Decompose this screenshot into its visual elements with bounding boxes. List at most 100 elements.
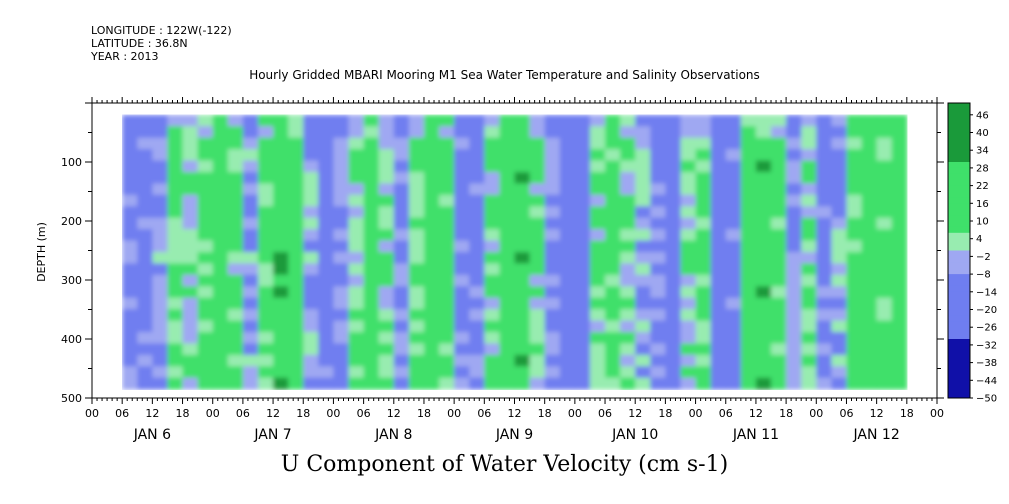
heatmap-cell xyxy=(861,377,878,390)
heatmap-cell xyxy=(258,320,274,333)
heatmap-cell xyxy=(710,366,727,379)
heatmap-cell xyxy=(620,149,636,162)
heatmap-cell xyxy=(635,183,651,196)
heatmap-cell xyxy=(771,240,787,253)
heatmap-cell xyxy=(333,332,350,344)
heatmap-cell xyxy=(695,114,712,127)
heatmap-cell xyxy=(258,252,274,264)
heatmap-cell xyxy=(544,194,561,207)
heatmap-cell xyxy=(439,114,455,127)
heatmap-cell xyxy=(167,274,184,287)
heatmap-cell xyxy=(529,377,546,390)
heatmap-cell xyxy=(167,183,184,196)
heatmap-cell xyxy=(695,332,712,344)
heatmap-cell xyxy=(393,217,410,230)
heatmap-cell xyxy=(755,263,772,276)
heatmap-cell xyxy=(363,320,380,333)
heatmap-cell xyxy=(137,320,153,333)
heatmap-cell xyxy=(469,286,485,299)
heatmap-cell xyxy=(378,297,395,310)
heatmap-cell xyxy=(499,354,516,367)
heatmap-cell xyxy=(755,172,772,184)
x-day-label: JAN 9 xyxy=(495,427,533,443)
colorbar-swatch xyxy=(948,226,970,234)
heatmap-cell xyxy=(605,354,621,367)
heatmap-cell xyxy=(620,263,636,276)
heatmap-cell xyxy=(152,240,169,253)
heatmap-cell xyxy=(620,126,636,139)
heatmap-cell xyxy=(137,217,153,230)
heatmap-cell xyxy=(212,274,229,287)
heatmap-cell xyxy=(393,286,410,299)
heatmap-cell xyxy=(574,149,591,162)
heatmap-cell xyxy=(891,297,908,310)
heatmap-cell xyxy=(755,366,772,379)
heatmap-cell xyxy=(635,377,651,390)
heatmap-cell xyxy=(137,286,153,299)
heatmap-cell xyxy=(378,252,395,264)
heatmap-cell xyxy=(167,286,184,299)
heatmap-cell xyxy=(363,137,380,150)
heatmap-cell xyxy=(454,286,470,299)
heatmap-cell xyxy=(227,332,244,344)
heatmap-cell xyxy=(288,137,304,150)
heatmap-cell xyxy=(212,126,229,139)
heatmap-cell xyxy=(861,366,878,379)
colorbar-swatch xyxy=(948,215,970,222)
heatmap-cell xyxy=(816,217,832,230)
heatmap-cell xyxy=(454,126,470,139)
heatmap-cell xyxy=(469,160,485,173)
heatmap-cell xyxy=(348,377,365,390)
longitude-label: LONGITUDE : 122W(-122) xyxy=(91,24,232,37)
heatmap-cell xyxy=(137,183,153,196)
heatmap-cell xyxy=(393,377,410,390)
heatmap-cell xyxy=(137,366,153,379)
heatmap-cell xyxy=(273,114,289,127)
heatmap-cell xyxy=(288,114,304,127)
heatmap-cell xyxy=(650,160,666,173)
x-axis-label: U Component of Water Velocity (cm s-1) xyxy=(280,452,729,477)
heatmap-cell xyxy=(122,160,138,173)
heatmap-cell xyxy=(288,343,304,356)
y-axis-label: DEPTH (m) xyxy=(35,222,48,282)
heatmap-cell xyxy=(197,309,214,322)
heatmap-cell xyxy=(710,343,727,356)
colorbar-label: −44 xyxy=(976,376,997,387)
heatmap-cell xyxy=(680,149,697,162)
colorbar-swatch xyxy=(948,356,970,364)
heatmap-cell xyxy=(333,366,350,379)
heatmap-cell xyxy=(740,332,757,344)
heatmap-cell xyxy=(529,149,546,162)
heatmap-cell xyxy=(393,263,410,276)
heatmap-cell xyxy=(605,126,621,139)
heatmap-cell xyxy=(197,263,214,276)
heatmap-cell xyxy=(167,343,184,356)
heatmap-cell xyxy=(891,183,908,196)
heatmap-cell xyxy=(559,149,576,162)
heatmap-cell xyxy=(665,206,682,219)
heatmap-cell xyxy=(846,137,863,150)
heatmap-cell xyxy=(499,343,516,356)
heatmap-cell xyxy=(529,217,546,230)
heatmap-cell xyxy=(454,114,470,127)
heatmap-cell xyxy=(484,297,500,310)
colorbar-swatch xyxy=(948,386,970,393)
heatmap-cell xyxy=(529,263,546,276)
heatmap-cell xyxy=(363,274,380,287)
heatmap-cell xyxy=(212,309,229,322)
heatmap-cell xyxy=(182,206,199,219)
heatmap-cell xyxy=(182,343,199,356)
heatmap-cell xyxy=(197,160,214,173)
heatmap-cell xyxy=(816,252,832,264)
heatmap-cell xyxy=(273,172,289,184)
heatmap-cell xyxy=(197,217,214,230)
heatmap-cell xyxy=(695,354,712,367)
heatmap-cell xyxy=(288,149,304,162)
heatmap-cell xyxy=(831,252,848,264)
heatmap-cell xyxy=(288,229,304,242)
heatmap-cell xyxy=(861,343,878,356)
heatmap-cell xyxy=(801,286,817,299)
heatmap-cell xyxy=(740,252,757,264)
heatmap-cell xyxy=(786,309,802,322)
heatmap-cell xyxy=(258,206,274,219)
